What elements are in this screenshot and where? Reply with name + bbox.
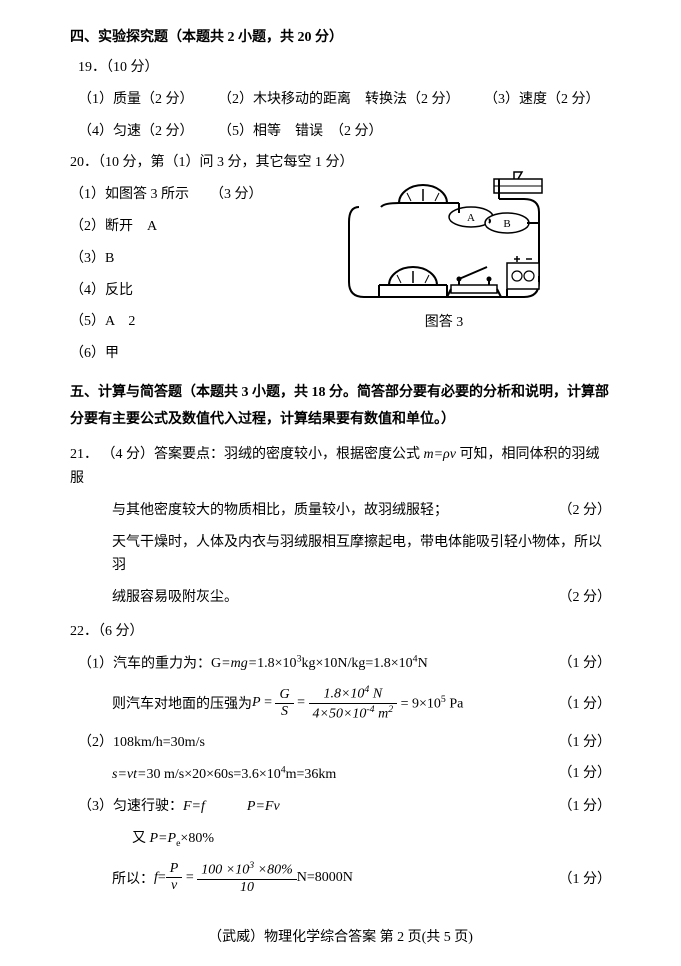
section5-header: 五、计算与简答题（本题共 3 小题，共 18 分。简答部分要有必要的分析和说明，…: [70, 380, 611, 433]
frac-den: S: [275, 704, 293, 720]
q19-title: 19．（10 分）: [78, 56, 611, 80]
svg-text:B: B: [503, 218, 510, 230]
frac-den: 10: [197, 880, 296, 896]
q22-p1-score: （1 分）: [559, 652, 612, 676]
q22-p3-line2pre: 又: [132, 831, 150, 846]
frac-num: 100 ×103 ×80%: [197, 860, 296, 880]
q21-line2a: 天气干燥时，人体及内衣与羽绒服相互摩擦起电，带电体能吸引轻小物体，所以羽: [112, 531, 611, 579]
frac-num: 1.8×104 N: [309, 684, 398, 704]
q22-p1-tail2: = 9×105 Pa: [397, 694, 463, 713]
q22-p3-lead3: 所以：: [112, 868, 154, 888]
q22-p3-score: （1 分）: [559, 795, 612, 819]
q22-p1-label: （1）汽车的重力为：: [78, 656, 211, 671]
q19-row1: （1）质量（2 分） （2）木块移动的距离 转换法（2 分） （3）速度（2 分…: [78, 88, 611, 112]
q21-score1: （2 分）: [559, 499, 612, 523]
circuit-diagram-icon: A B: [339, 167, 549, 307]
frac-num: P: [166, 861, 183, 878]
q22-p1-lead2: 则汽车对地面的压强为: [112, 693, 252, 713]
q22-p3-label: （3）匀速行驶：: [78, 799, 183, 814]
q22-p3-line1: （3）匀速行驶：F=f P=Fv （1 分）: [78, 795, 611, 819]
q22-p3-eq2: P=Fv: [247, 799, 280, 814]
q22-p1-line1: （1）汽车的重力为：G=mg=1.8×103kg×10N/kg=1.8×104N…: [78, 652, 611, 676]
q22-p2-line2: s=vt=30 m/s×20×60s=3.6×104m=36km （1 分）: [112, 762, 611, 786]
q22-p3-eq1: F=f: [183, 799, 205, 814]
q22-p3-line2: 又 P=Pe×80%: [132, 827, 611, 852]
q19-a1: （1）质量（2 分）: [78, 92, 194, 107]
q22-p1-line2: 则汽车对地面的压强为 P = G S = 1.8×104 N 4×50×10-4…: [112, 684, 611, 722]
frac-den: 4×50×10-4 m2: [309, 704, 398, 723]
svg-text:A: A: [467, 212, 475, 224]
q21: 21． （4 分）答案要点：羽绒的密度较小，根据密度公式 m=ρv 可知，相同体…: [70, 443, 611, 491]
q19-a5: （5）相等 错误 （2 分）: [218, 124, 383, 139]
q22-p3-frac1: P v: [166, 861, 183, 894]
q21-line1b: 与其他密度较大的物质相比，质量较小，故羽绒服轻； （2 分）: [112, 499, 611, 523]
q21-title: 21．: [70, 447, 98, 462]
q22-p1-P: P: [252, 695, 261, 711]
q22-p3-line3: 所以： f = P v = 100 ×103 ×80% 10 N=8000N （…: [112, 860, 611, 896]
q22-p3-score3: （1 分）: [559, 868, 612, 888]
q22-p2-eq: s=vt=30 m/s×20×60s=3.6×104m=36km: [112, 767, 336, 782]
q19-a4: （4）匀速（2 分）: [78, 124, 194, 139]
figure-3: A B: [339, 167, 549, 331]
q21-lead: （4 分）答案要点：羽绒的密度较小，根据密度公式: [102, 447, 424, 462]
q22-p3-tail3: N=8000N: [297, 870, 353, 886]
q21-line2b: 绒服容易吸附灰尘。 （2 分）: [112, 586, 611, 610]
q22-p1-frac2: 1.8×104 N 4×50×10-4 m2: [309, 684, 398, 722]
q22-p2-score: （1 分）: [559, 731, 612, 755]
page: 四、实验探究题（本题共 2 小题，共 20 分） 19．（10 分） （1）质量…: [0, 0, 681, 966]
q22-p2-score2: （1 分）: [559, 762, 612, 786]
gap: [205, 799, 247, 814]
q22-p1-score2: （1 分）: [559, 693, 612, 713]
q22-title: 22．（6 分）: [70, 620, 611, 644]
section4-header: 四、实验探究题（本题共 2 小题，共 20 分）: [70, 26, 611, 46]
q22-p2-line1: （2）108km/h=30m/s （1 分）: [78, 731, 611, 755]
q19-a3: （3）速度（2 分）: [484, 92, 600, 107]
frac-den: v: [166, 878, 183, 894]
q21-score2: （2 分）: [559, 586, 612, 610]
figure-3-caption: 图答 3: [339, 311, 549, 331]
q22-p3-frac2: 100 ×103 ×80% 10: [197, 860, 296, 896]
q19-a2: （2）木块移动的距离 转换法（2 分）: [218, 92, 460, 107]
q21-formula: m=ρv: [424, 447, 457, 462]
q22-p1-frac1: G S: [275, 687, 293, 720]
q22-p2-label: （2）108km/h=30m/s: [78, 735, 205, 750]
q22-p1-eq: G=mg=1.8×103kg×10N/kg=1.8×104N: [211, 656, 428, 671]
q20-a6: （6）甲: [70, 342, 611, 366]
page-footer: （武威）物理化学综合答案 第 2 页(共 5 页): [70, 926, 611, 946]
frac-num: G: [275, 687, 293, 704]
q19-row2: （4）匀速（2 分） （5）相等 错误 （2 分）: [78, 120, 611, 144]
q22-p3-eq3: P=Pe×80%: [150, 831, 214, 846]
